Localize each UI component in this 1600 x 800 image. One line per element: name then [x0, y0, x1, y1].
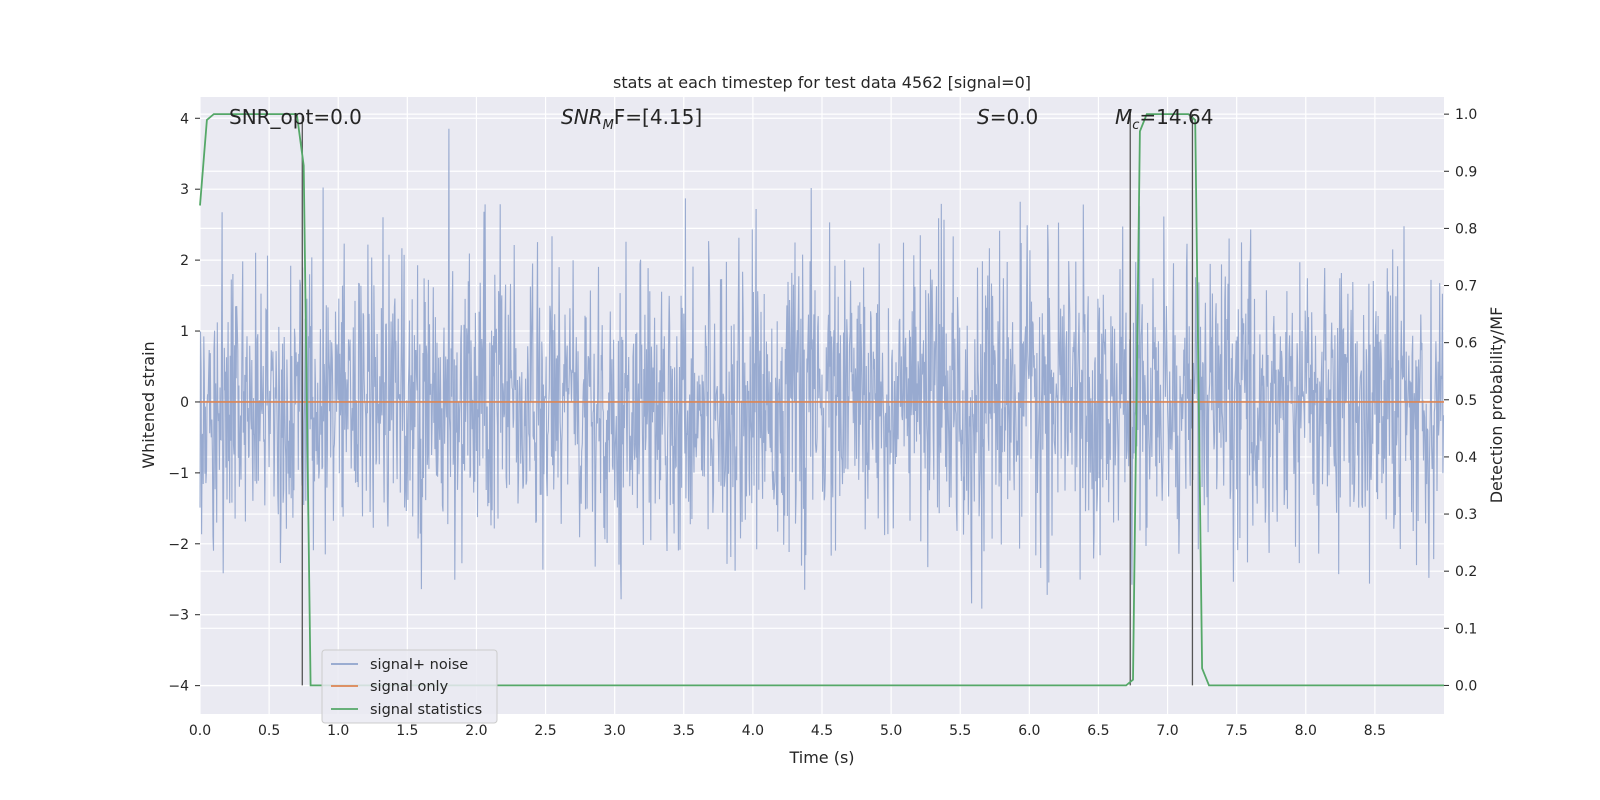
x-tick-label: 0.5 [258, 723, 280, 739]
y-tick-right-label: 0.9 [1455, 164, 1477, 180]
y-tick-left-label: −2 [168, 537, 189, 553]
legend-label-noise: signal+ noise [370, 657, 468, 673]
y-tick-right-label: 1.0 [1455, 107, 1477, 123]
legend-label-statistics: signal statistics [370, 702, 482, 718]
legend: signal+ noise signal only signal statist… [321, 649, 498, 724]
y-tick-right-label: 0.5 [1455, 393, 1477, 409]
annotation-snr-mf: SNRMF=[4.15] [561, 105, 702, 133]
x-tick-label: 2.0 [465, 723, 487, 739]
y-tick-left-label: 3 [180, 182, 189, 198]
y-tick-left-label: −4 [168, 679, 189, 695]
x-tick-label: 0.0 [189, 723, 211, 739]
annotation-snr-mf-prefix: SNR [561, 105, 603, 129]
annotation-mc: Mc=14.64 [1115, 105, 1213, 133]
y-tick-right-label: 0.2 [1455, 564, 1477, 580]
x-tick-label: 7.0 [1156, 723, 1178, 739]
y-tick-left-label: 1 [180, 324, 189, 340]
noise-line [199, 128, 1445, 609]
y-axis-label-right: Detection probability/MF [1487, 307, 1506, 504]
x-ticks: 0.0 0.5 1.0 1.5 2.0 2.5 3.0 3.5 4.0 4.5 5.0 5.5 6.0 6… [189, 723, 1386, 739]
y-ticks-left: 4 3 2 1 0 −1 −2 −3 −4 [168, 111, 200, 695]
x-tick-label: 8.0 [1295, 723, 1317, 739]
x-tick-label: 1.0 [327, 723, 349, 739]
y-tick-left-label: −1 [168, 466, 189, 482]
x-tick-label: 4.5 [811, 723, 833, 739]
legend-box [321, 649, 498, 724]
statistics-line [199, 113, 1444, 687]
annotation-snr-mf-suffix: F=[4.15] [614, 105, 702, 129]
y-tick-right-label: 0.3 [1455, 507, 1477, 523]
chart-title: stats at each timestep for test data 456… [613, 73, 1031, 92]
noise-series [199, 128, 1445, 609]
markers [301, 114, 1194, 686]
x-tick-label: 6.0 [1018, 723, 1040, 739]
y-tick-left-label: 0 [180, 395, 189, 411]
annotation-mc-main: M [1115, 105, 1132, 129]
annotation-s: S=0.0 [977, 105, 1038, 129]
y-tick-right-label: 0.0 [1455, 678, 1477, 694]
x-tick-label: 3.5 [673, 723, 695, 739]
y-tick-right-label: 0.7 [1455, 279, 1477, 295]
y-axis-label-left: Whitened strain [139, 341, 158, 468]
x-tick-label: 4.0 [742, 723, 764, 739]
y-tick-right-label: 0.4 [1455, 450, 1477, 466]
y-tick-right-label: 0.1 [1455, 621, 1477, 637]
x-tick-label: 6.5 [1087, 723, 1109, 739]
y-tick-left-label: −3 [168, 608, 189, 624]
x-tick-label: 3.0 [604, 723, 626, 739]
y-ticks-right: 1.0 0.9 0.8 0.7 0.6 0.5 0.4 0.3 0.2 0.1 0.0 [1444, 107, 1477, 694]
y-tick-left-label: 2 [180, 253, 189, 269]
x-axis-label: Time (s) [788, 748, 854, 767]
annotation-mc-sub: c [1132, 118, 1139, 133]
x-tick-label: 5.0 [880, 723, 902, 739]
annotation-mc-value: =14.64 [1139, 105, 1213, 129]
legend-label-signal-only: signal only [370, 679, 449, 695]
x-tick-label: 5.5 [949, 723, 971, 739]
y-tick-left-label: 4 [180, 111, 189, 127]
x-tick-label: 2.5 [534, 723, 556, 739]
annotation-s-italic: S [977, 105, 990, 129]
annotation-snr-opt: SNR_opt=0.0 [229, 105, 362, 129]
x-tick-label: 8.5 [1364, 723, 1386, 739]
annotation-snr-mf-sub: M [603, 118, 614, 133]
statistics-series [199, 113, 1444, 687]
y-tick-right-label: 0.8 [1455, 221, 1477, 237]
x-tick-label: 7.5 [1226, 723, 1248, 739]
x-tick-label: 1.5 [396, 723, 418, 739]
y-tick-right-label: 0.6 [1455, 336, 1477, 352]
annotation-s-value: =0.0 [990, 105, 1039, 129]
